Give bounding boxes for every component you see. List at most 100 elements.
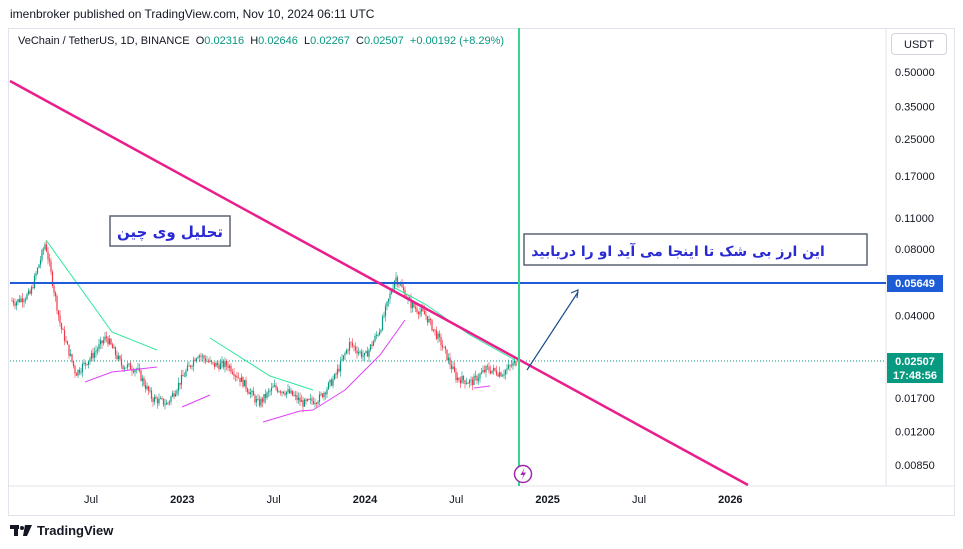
candle-body-160	[251, 390, 253, 393]
candle-body-145	[228, 365, 231, 368]
candle-body-223	[345, 350, 348, 354]
candle-body-175	[273, 385, 276, 387]
title-annotation-text: تحلیل وی چین	[117, 223, 223, 242]
candle-body-270	[416, 308, 418, 313]
last-price-text: 0.02507	[895, 356, 935, 368]
candle-body-55	[93, 352, 96, 358]
y-tick-label-6: 0.04000	[895, 311, 935, 323]
candle-body-16	[35, 273, 37, 276]
candle-body-278	[428, 318, 430, 323]
candle-body-195	[303, 399, 306, 407]
candle-body-13	[30, 287, 33, 294]
candle-body-24	[47, 251, 49, 260]
candle-body-291	[447, 357, 450, 361]
candle-body-285	[438, 333, 441, 337]
candle-body-96	[155, 397, 157, 399]
candle-body-256	[395, 277, 397, 282]
candle-body-14	[32, 287, 34, 289]
chart-frame	[8, 28, 955, 516]
candle-body-240	[371, 344, 373, 346]
lower-swing-line-4	[312, 319, 406, 411]
candle-body-168	[263, 394, 265, 402]
candle-body-325	[498, 372, 501, 377]
candle-body-255	[393, 281, 396, 289]
candle-body-48	[83, 362, 85, 365]
candle-body-332	[509, 365, 511, 366]
candle-body-38	[68, 344, 70, 356]
candle-body-227	[351, 342, 354, 346]
candle-body-289	[444, 346, 447, 350]
candle-body-199	[309, 398, 312, 400]
candle-body-269	[414, 307, 417, 309]
tradingview-brand[interactable]: TradingView	[37, 523, 114, 538]
y-axis: 0.50000 0.35000 0.25000 0.17000 0.11000 0.080…	[895, 67, 935, 472]
candle-body-217	[336, 368, 339, 375]
candle-body-275	[423, 310, 426, 315]
candle-body-11	[27, 290, 30, 295]
candle-body-203	[315, 402, 318, 404]
candle-body-251	[387, 298, 390, 302]
candle-body-258	[398, 284, 400, 286]
candle-body-138	[218, 364, 220, 370]
x-axis: Jul 2023 Jul 2024 Jul 2025 Jul 2026	[84, 494, 743, 506]
candle-body-20	[41, 250, 43, 260]
candle-body-123	[195, 358, 198, 362]
candle-body-308	[473, 376, 475, 386]
last-price-badge	[887, 353, 943, 383]
candle-body-260	[401, 284, 403, 288]
candle-body-247	[381, 316, 384, 330]
candle-body-125	[198, 355, 201, 358]
candle-body-261	[402, 287, 405, 291]
candle-body-274	[422, 308, 424, 311]
candle-body-238	[368, 349, 370, 357]
lower-swing-line-3	[262, 409, 314, 423]
candle-body-109	[174, 393, 177, 397]
candle-body-184	[287, 389, 289, 392]
candle-body-242	[374, 336, 376, 342]
candle-body-319	[489, 370, 492, 374]
candle-body-135	[213, 362, 216, 367]
descending-trendline[interactable]	[9, 79, 749, 487]
footer: TradingView	[10, 523, 113, 538]
candle-body-63	[105, 336, 108, 339]
candle-body-110	[176, 390, 178, 394]
candle-body-8	[23, 300, 25, 303]
candle-body-19	[39, 259, 42, 265]
candle-body-143	[225, 361, 228, 366]
close-value: 0.02507	[364, 35, 404, 47]
y-tick-label-5: 0.08000	[895, 244, 935, 256]
currency-button[interactable]: USDT	[891, 33, 947, 55]
target-annotation-box[interactable]	[523, 233, 868, 266]
candle-body-290	[446, 349, 448, 361]
candle-body-74	[122, 365, 124, 369]
candle-body-237	[366, 351, 369, 357]
candle-body-105	[168, 401, 171, 403]
candle-body-95	[153, 397, 156, 402]
candle-body-93	[150, 390, 153, 399]
candle-body-130	[206, 360, 208, 362]
title-annotation-box[interactable]	[109, 215, 231, 247]
candle-body-59	[99, 340, 102, 345]
candle-body-246	[380, 329, 382, 332]
candle-body-30	[56, 296, 58, 311]
candle-body-114	[182, 374, 184, 377]
candle-body-116	[185, 370, 187, 376]
candle-body-45	[78, 369, 81, 373]
candle-body-230	[356, 350, 358, 354]
candle-body-181	[282, 391, 285, 394]
candle-body-318	[488, 366, 490, 371]
level-price-text: 0.05649	[895, 278, 935, 290]
candle-body-131	[207, 360, 210, 362]
candle-body-106	[170, 396, 172, 402]
symbol-label[interactable]: VeChain / TetherUS, 1D, BINANCE	[18, 35, 190, 47]
target-arrow[interactable]	[526, 291, 579, 371]
candle-body-104	[167, 402, 169, 404]
candle-body-286	[440, 336, 442, 346]
candle-body-156	[245, 379, 247, 389]
candle-body-28	[53, 286, 55, 293]
candle-body-154	[242, 377, 244, 387]
candle-body-56	[95, 350, 97, 353]
candle-body-102	[164, 404, 166, 406]
candle-body-259	[399, 284, 402, 286]
